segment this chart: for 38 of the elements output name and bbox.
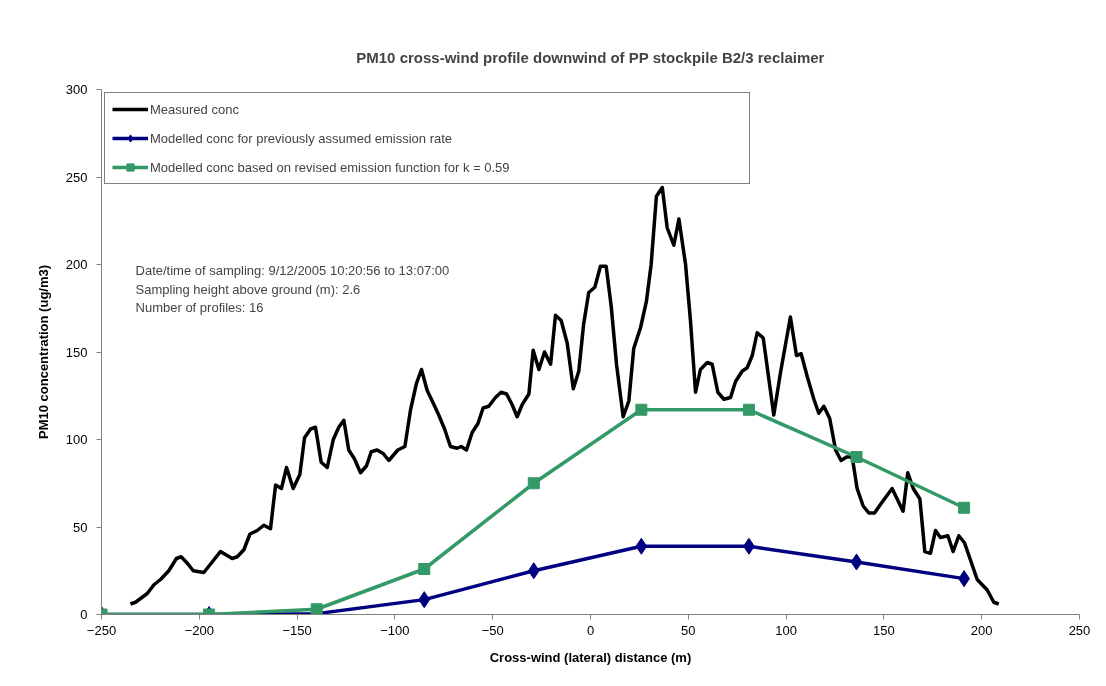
point <box>635 537 648 555</box>
y-tick-label: 50 <box>73 519 88 535</box>
x-axis-title: Cross-wind (lateral) distance (m) <box>489 649 692 665</box>
x-tick-label: 150 <box>873 622 895 638</box>
x-tick-label: −250 <box>86 622 117 638</box>
x-tick-label: 100 <box>775 622 797 638</box>
chart-title: PM10 cross-wind profile downwind of PP stockpile B2/3 reclaimer <box>356 48 825 66</box>
y-tick-label: 0 <box>80 607 88 622</box>
x-tick-label: −200 <box>184 622 214 638</box>
y-tick-label: 150 <box>65 344 88 360</box>
y-tick-label: 300 <box>65 82 88 97</box>
x-tick-label: 50 <box>681 622 696 638</box>
annotation: Date/time of sampling: 9/12/2005 10:20:56 to 13:07:00 <box>135 263 450 279</box>
y-tick-label: 250 <box>65 169 88 185</box>
point <box>850 451 863 463</box>
legend-label: Modelled conc for previously assumed emission rate <box>150 129 454 147</box>
y-axis-title: PM10 concentration (ug/m3) <box>35 264 51 440</box>
x-tick-label: 200 <box>970 622 993 638</box>
y-tick-label: 200 <box>65 257 88 272</box>
x-tick-label: 250 <box>1068 622 1091 638</box>
point <box>527 477 540 490</box>
point <box>635 403 648 416</box>
x-tick-label: −150 <box>282 622 312 638</box>
legend-label: Modelled conc based on revised emission function for k = 0.59 <box>150 158 511 176</box>
x-tick-label: 0 <box>586 622 595 638</box>
x-tick-label: −100 <box>380 622 410 638</box>
legend-label: Measured conc <box>150 100 240 118</box>
point <box>850 553 863 571</box>
point <box>742 403 755 416</box>
x-tick-label: −50 <box>481 622 504 638</box>
annotation: Sampling height above ground (m): 2.6 <box>135 281 361 297</box>
point <box>958 501 971 514</box>
point <box>418 591 431 609</box>
point <box>527 562 540 580</box>
line-series <box>128 185 1001 606</box>
y-tick-label: 100 <box>65 432 88 447</box>
point <box>418 563 431 575</box>
annotation: Number of profiles: 16 <box>135 300 264 316</box>
